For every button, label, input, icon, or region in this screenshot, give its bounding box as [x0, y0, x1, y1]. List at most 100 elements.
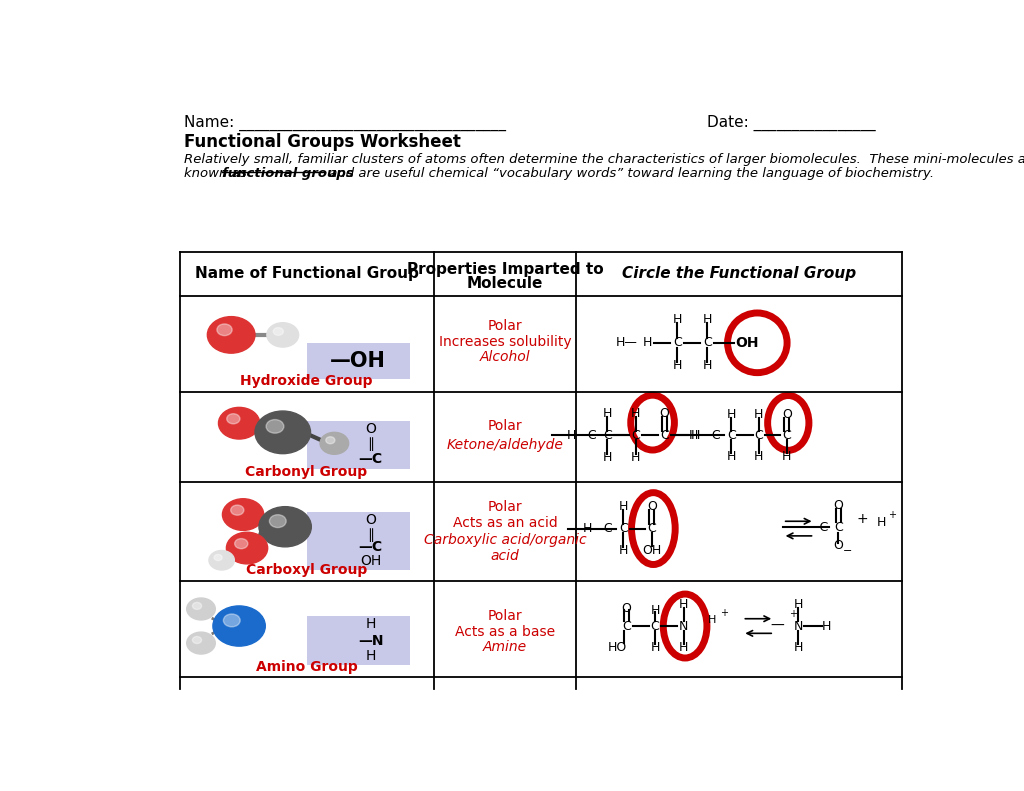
- Circle shape: [269, 515, 286, 528]
- Text: H: H: [679, 598, 688, 611]
- Text: N: N: [794, 619, 803, 633]
- Text: C: C: [782, 429, 792, 442]
- Text: functional groups: functional groups: [221, 167, 353, 180]
- Circle shape: [223, 614, 241, 626]
- Circle shape: [217, 324, 232, 335]
- Text: —OH: —OH: [330, 351, 386, 371]
- Text: O: O: [366, 513, 376, 528]
- Circle shape: [193, 637, 202, 644]
- Text: C: C: [660, 429, 669, 442]
- Text: and are useful chemical “vocabulary words” toward learning the language of bioch: and are useful chemical “vocabulary word…: [325, 167, 934, 180]
- Text: −: −: [843, 546, 853, 556]
- Text: Polar: Polar: [487, 500, 522, 514]
- Text: OH: OH: [642, 544, 662, 557]
- Text: O: O: [647, 500, 656, 513]
- Text: H: H: [702, 313, 712, 326]
- Text: C: C: [632, 429, 640, 442]
- Circle shape: [266, 419, 284, 433]
- Text: H: H: [650, 642, 659, 654]
- Circle shape: [226, 532, 267, 564]
- Text: H: H: [650, 604, 659, 617]
- Text: Acts as an acid: Acts as an acid: [453, 516, 557, 530]
- Text: —C: —C: [808, 520, 828, 534]
- Text: O: O: [834, 499, 843, 512]
- FancyBboxPatch shape: [306, 512, 410, 570]
- Text: C: C: [622, 619, 631, 633]
- Text: O: O: [781, 407, 792, 421]
- Circle shape: [222, 499, 264, 531]
- Text: acid: acid: [490, 549, 519, 563]
- Circle shape: [255, 411, 310, 454]
- Text: H: H: [631, 407, 641, 420]
- Circle shape: [273, 327, 284, 335]
- Text: C: C: [702, 336, 712, 350]
- Text: +: +: [856, 513, 868, 527]
- Text: H—: H—: [615, 336, 638, 350]
- Text: Polar: Polar: [487, 319, 522, 333]
- Text: Ketone/aldehyde: Ketone/aldehyde: [446, 437, 563, 452]
- Circle shape: [209, 551, 234, 570]
- Text: +: +: [888, 510, 896, 520]
- Text: H: H: [822, 619, 831, 633]
- Circle shape: [213, 606, 265, 646]
- Text: Increases solubility: Increases solubility: [438, 335, 571, 349]
- Text: H—C: H—C: [583, 522, 613, 535]
- Text: H: H: [618, 544, 628, 557]
- Circle shape: [214, 554, 222, 561]
- Text: Carboxylic acid/organic: Carboxylic acid/organic: [424, 533, 587, 547]
- Text: Name: ___________________________________: Name: __________________________________…: [183, 115, 506, 131]
- Text: HO: HO: [608, 642, 628, 654]
- Text: H: H: [878, 516, 887, 529]
- Text: Relatively small, familiar clusters of atoms often determine the characteristics: Relatively small, familiar clusters of a…: [183, 153, 1024, 166]
- Text: H: H: [618, 500, 628, 513]
- Text: C: C: [727, 429, 735, 442]
- Text: O: O: [622, 602, 632, 615]
- Text: +: +: [720, 607, 728, 618]
- Circle shape: [207, 316, 255, 353]
- Circle shape: [326, 437, 335, 444]
- Text: OH: OH: [735, 336, 759, 350]
- Text: C: C: [603, 429, 611, 442]
- Circle shape: [234, 539, 248, 549]
- Text: H: H: [366, 649, 376, 663]
- Text: Polar: Polar: [487, 419, 522, 433]
- Text: Amine: Amine: [483, 641, 527, 654]
- Text: Molecule: Molecule: [467, 275, 543, 290]
- Text: H: H: [366, 617, 376, 631]
- Text: O: O: [659, 407, 670, 420]
- Text: —C: —C: [358, 452, 383, 467]
- Text: H—C: H—C: [691, 429, 722, 442]
- Text: H: H: [603, 407, 612, 420]
- Text: Name of Functional Group: Name of Functional Group: [195, 267, 419, 282]
- Text: Hydroxide Group: Hydroxide Group: [241, 374, 373, 388]
- Text: C: C: [650, 619, 659, 633]
- Text: H: H: [679, 642, 688, 654]
- Circle shape: [218, 407, 260, 439]
- Text: H: H: [794, 598, 803, 611]
- Circle shape: [226, 414, 240, 424]
- Text: H: H: [755, 450, 764, 464]
- Text: H: H: [631, 451, 641, 464]
- Text: Carbonyl Group: Carbonyl Group: [246, 464, 368, 479]
- Circle shape: [193, 603, 202, 609]
- Text: Acts as a base: Acts as a base: [455, 625, 555, 638]
- Text: H: H: [673, 313, 682, 326]
- Circle shape: [186, 632, 215, 654]
- Text: Circle the Functional Group: Circle the Functional Group: [622, 267, 856, 282]
- Text: H: H: [603, 451, 612, 464]
- Text: H: H: [726, 450, 736, 464]
- Text: H: H: [755, 407, 764, 421]
- Text: O: O: [834, 539, 843, 551]
- Text: H: H: [642, 336, 651, 350]
- Text: H: H: [708, 615, 716, 625]
- Text: Date: ________________: Date: ________________: [708, 115, 876, 131]
- Text: O: O: [366, 422, 376, 437]
- FancyBboxPatch shape: [306, 343, 410, 379]
- Text: C: C: [673, 336, 682, 350]
- Text: Carboxyl Group: Carboxyl Group: [246, 563, 368, 577]
- Text: C: C: [834, 520, 843, 534]
- Text: Properties Imparted to: Properties Imparted to: [407, 262, 603, 277]
- Text: ∥: ∥: [367, 528, 374, 543]
- FancyBboxPatch shape: [306, 422, 410, 469]
- Text: +: +: [790, 609, 798, 619]
